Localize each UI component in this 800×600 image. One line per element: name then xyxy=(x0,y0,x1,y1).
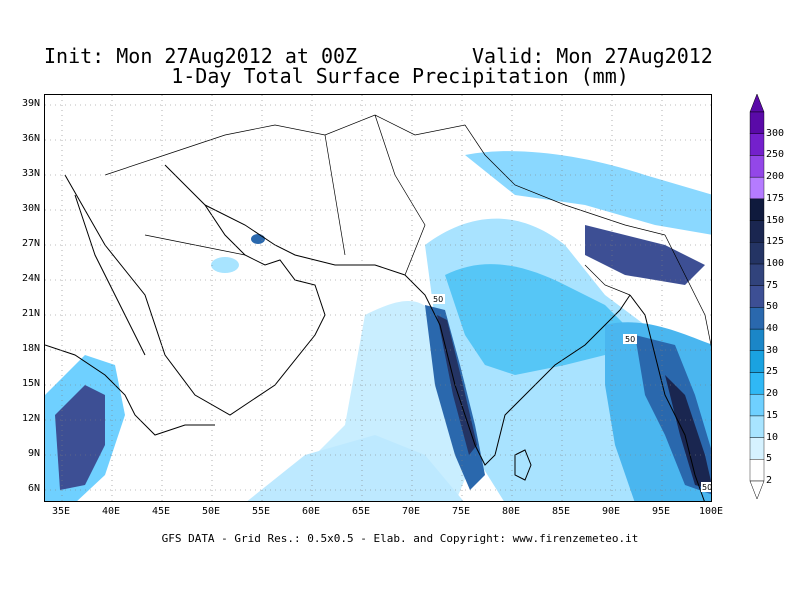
precip-himalaya xyxy=(465,151,711,235)
footer-credits: GFS DATA - Grid Res.: 0.5x0.5 - Elab. an… xyxy=(161,532,639,545)
lon-label: 45E xyxy=(151,506,171,517)
legend-colorbar xyxy=(749,94,765,500)
lat-label: 21N xyxy=(21,308,40,319)
precip-himalaya-med xyxy=(585,225,705,285)
lat-label: 33N xyxy=(21,168,40,179)
legend-boxes xyxy=(749,111,765,482)
lon-label: 70E xyxy=(401,506,421,517)
country-borders xyxy=(104,114,711,347)
legend-level-label: 2 xyxy=(766,475,773,486)
lat-label: 6N xyxy=(27,483,40,494)
legend-swatch xyxy=(749,415,765,438)
africa-coast xyxy=(45,344,215,436)
legend-level-label: 20 xyxy=(766,388,779,400)
legend-swatch xyxy=(749,328,765,351)
legend-level-label: 5 xyxy=(766,453,773,465)
map-title: 1-Day Total Surface Precipitation (mm) xyxy=(171,64,629,88)
lat-label: 39N xyxy=(21,98,40,109)
lon-label: 60E xyxy=(301,506,321,517)
legend-swatch xyxy=(749,459,765,482)
lon-label: 95E xyxy=(651,506,671,517)
lon-label: 100E xyxy=(698,506,724,517)
init-time-label: Init: Mon 27Aug2012 at 00Z xyxy=(44,44,358,68)
red-sea-coast xyxy=(74,194,146,356)
precip-iran-light xyxy=(211,257,239,273)
precipitation-map: 50 50 50 xyxy=(44,94,712,502)
legend-level-label: 300 xyxy=(766,127,785,139)
legend-level-label: 75 xyxy=(766,279,779,291)
contour-label-50-a: 50 xyxy=(433,295,443,304)
precip-veryheavy-bay xyxy=(665,375,711,490)
legend-swatch xyxy=(749,437,765,460)
lon-label: 85E xyxy=(551,506,571,517)
precipitation-field xyxy=(45,151,711,501)
legend-swatch xyxy=(749,155,765,178)
legend-level-label: 10 xyxy=(766,431,779,443)
contour-label-50-b: 50 xyxy=(625,335,635,344)
legend-level-label: 150 xyxy=(766,214,785,226)
lon-label: 55E xyxy=(251,506,271,517)
india-coast xyxy=(404,274,631,466)
legend-level-label: 15 xyxy=(766,409,779,421)
lat-label: 24N xyxy=(21,273,40,284)
legend-swatch xyxy=(749,198,765,221)
lon-label: 40E xyxy=(101,506,121,517)
legend-level-label: 40 xyxy=(766,323,779,335)
lon-label: 50E xyxy=(201,506,221,517)
legend-level-label: 175 xyxy=(766,192,785,204)
precip-africa-heavy xyxy=(55,385,105,490)
lat-label: 30N xyxy=(21,203,40,214)
lon-label: 90E xyxy=(601,506,621,517)
coastlines xyxy=(45,164,705,501)
srilanka xyxy=(514,449,532,481)
legend-swatch xyxy=(749,133,765,156)
lon-label: 65E xyxy=(351,506,371,517)
precip-medium-india xyxy=(445,264,625,375)
legend-level-label: 250 xyxy=(766,149,785,161)
lat-label: 12N xyxy=(21,413,40,424)
precip-light-south xyxy=(247,435,464,501)
legend-level-label: 25 xyxy=(766,366,779,378)
graticule xyxy=(45,95,711,501)
lat-label: 27N xyxy=(21,238,40,249)
map-svg: 50 50 50 xyxy=(45,95,712,501)
contour-label-50-c: 50 xyxy=(702,483,712,492)
lon-label: 80E xyxy=(501,506,521,517)
lat-label: 9N xyxy=(27,448,40,459)
legend-swatch xyxy=(749,393,765,417)
lon-label: 75E xyxy=(451,506,471,517)
lat-label: 15N xyxy=(21,378,40,389)
legend-swatch xyxy=(749,220,765,243)
persian-gulf-coast xyxy=(204,204,406,276)
valid-time-label: Valid: Mon 27Aug2012 xyxy=(472,44,713,68)
legend-level-label: 50 xyxy=(766,301,779,313)
lat-label: 18N xyxy=(21,343,40,354)
legend-swatch xyxy=(749,242,765,265)
legend-bottom-arrow xyxy=(749,480,765,500)
legend-level-label: 125 xyxy=(766,236,785,248)
legend-level-label: 30 xyxy=(766,344,779,356)
legend-swatch xyxy=(749,372,765,395)
arabia-coast xyxy=(64,164,326,416)
legend-swatch xyxy=(749,307,765,330)
lon-label: 35E xyxy=(51,506,71,517)
legend-level-label: 200 xyxy=(766,171,785,183)
legend-swatch xyxy=(749,350,765,373)
legend-level-label: 100 xyxy=(766,257,785,269)
legend-swatch xyxy=(749,263,765,286)
precip-iran-spot xyxy=(251,234,265,244)
legend-swatch xyxy=(749,176,765,200)
legend-swatch xyxy=(749,111,765,134)
contour-labels: 50 50 50 xyxy=(431,294,712,492)
legend-swatch xyxy=(749,285,765,308)
lat-label: 36N xyxy=(21,133,40,144)
legend-top-arrow xyxy=(749,94,765,113)
